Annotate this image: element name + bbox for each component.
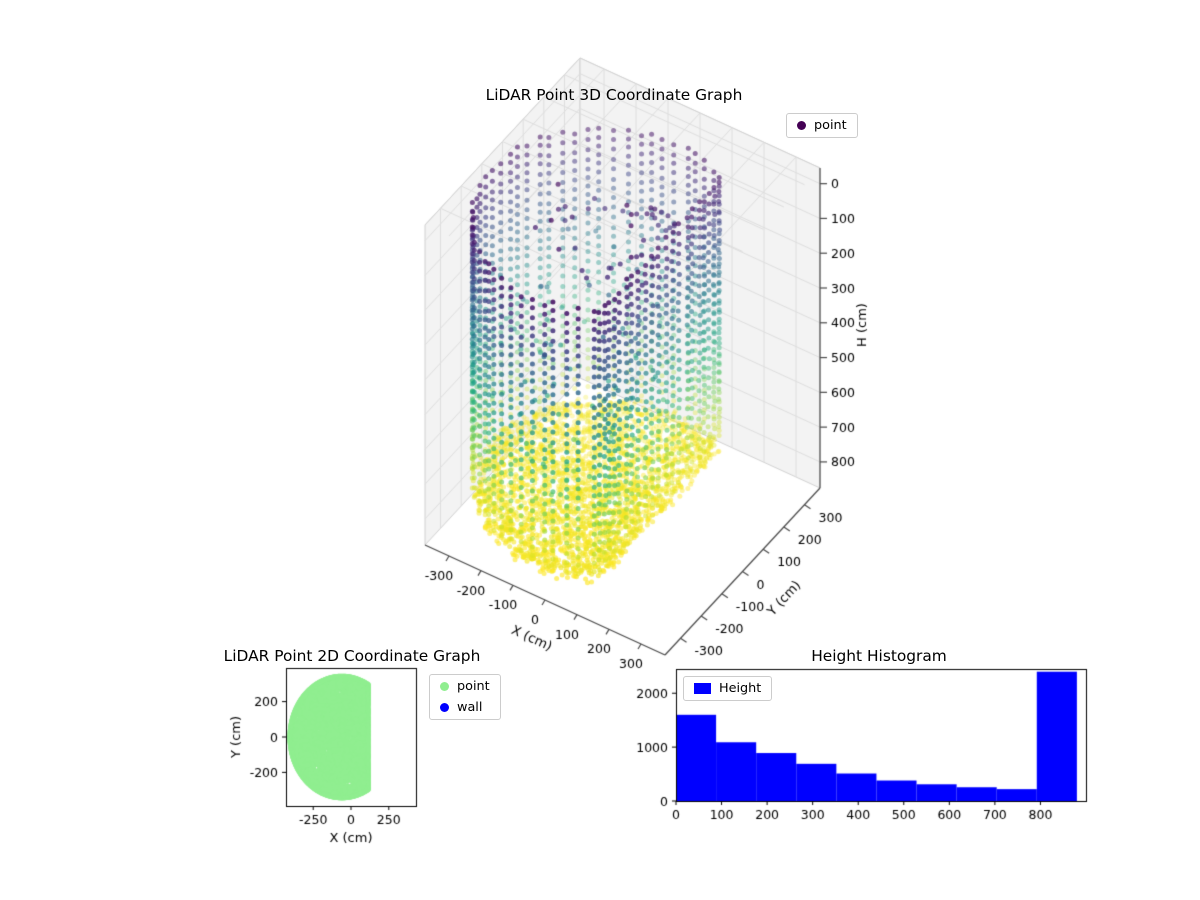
legend-2d-entry-wall: wall [440, 700, 490, 715]
plot2d-title: LiDAR Point 2D Coordinate Graph [223, 647, 481, 665]
height-series-label: Height [719, 681, 762, 696]
point-2d-series-label: point [457, 679, 490, 694]
histogram-title: Height Histogram [811, 647, 947, 665]
legend-3d-entry-point: point [797, 118, 847, 133]
point-series-label: point [814, 118, 847, 133]
point-2d-series-marker-icon [440, 682, 449, 691]
legend-hist-entry-height: Height [694, 681, 761, 696]
point-series-marker-icon [797, 121, 806, 130]
legend-3d: point [786, 113, 858, 138]
plot3d-title: LiDAR Point 3D Coordinate Graph [485, 86, 743, 104]
height-series-swatch-icon [694, 683, 711, 694]
legend-2d-entry-point: point [440, 679, 490, 694]
legend-2d: point wall [429, 674, 501, 720]
legend-histogram: Height [683, 676, 773, 701]
wall-series-marker-icon [440, 703, 449, 712]
wall-series-label: wall [457, 700, 483, 715]
